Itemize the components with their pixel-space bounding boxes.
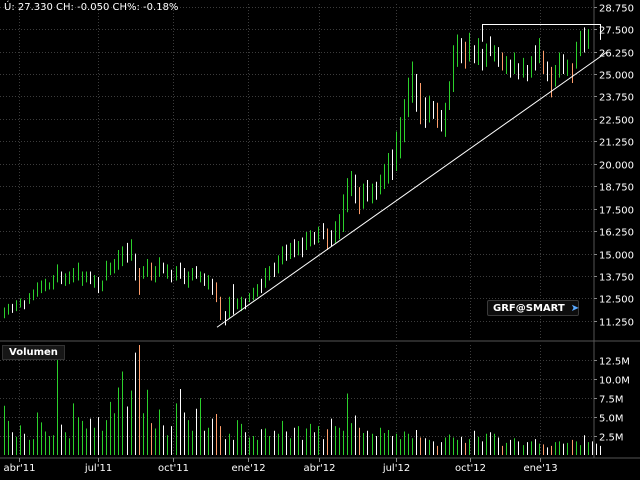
time-tick-label: oct'12 <box>455 463 486 474</box>
price-tick-label: 12.500 <box>599 295 634 306</box>
time-tick-label: oct'11 <box>158 463 189 474</box>
price-tick-label: 21.250 <box>599 138 634 149</box>
volume-panel-title: Volumen <box>2 345 65 360</box>
price-tick-label: 20.000 <box>599 161 634 172</box>
price-tick-label: 15.000 <box>599 251 634 262</box>
time-tick-label: ene'12 <box>231 463 265 474</box>
ticker-arrow-icon: ➤ <box>570 302 580 314</box>
volume-tick-label: 12.5M <box>599 357 630 368</box>
resistance-line[interactable] <box>482 24 601 42</box>
price-tick-label: 16.250 <box>599 228 634 239</box>
time-tick-label: abr'12 <box>303 463 335 474</box>
price-tick-label: 11.250 <box>599 318 634 329</box>
support-trendline[interactable] <box>216 52 607 328</box>
price-tick-label: 13.750 <box>599 273 634 284</box>
price-tick-label: 22.500 <box>599 116 634 127</box>
time-tick-label: ene'13 <box>523 463 557 474</box>
price-tick-label: 25.000 <box>599 71 634 82</box>
volume-tick-label: 7.5M <box>599 395 624 406</box>
price-tick-label: 27.500 <box>599 26 634 37</box>
time-tick-label: abr'11 <box>3 463 35 474</box>
time-tick-label: jul'11 <box>84 463 112 474</box>
ticker-label: GRF@SMART <box>493 302 565 314</box>
price-tick-label: 18.750 <box>599 183 634 194</box>
price-tick-label: 26.250 <box>599 49 634 60</box>
volume-tick-label: 2.5M <box>599 433 624 444</box>
price-tick-label: 28.750 <box>599 4 634 15</box>
volume-tick-label: 5.0M <box>599 414 624 425</box>
time-tick-label: jul'12 <box>382 463 410 474</box>
ticker-badge[interactable]: GRF@SMART ➤ <box>487 300 579 316</box>
price-tick-label: 23.750 <box>599 93 634 104</box>
price-tick-label: 17.500 <box>599 206 634 217</box>
price-info-line: Ú: 27.330 CH: -0.050 CH%: -0.18% <box>4 2 179 13</box>
volume-tick-label: 10.0M <box>599 376 630 387</box>
